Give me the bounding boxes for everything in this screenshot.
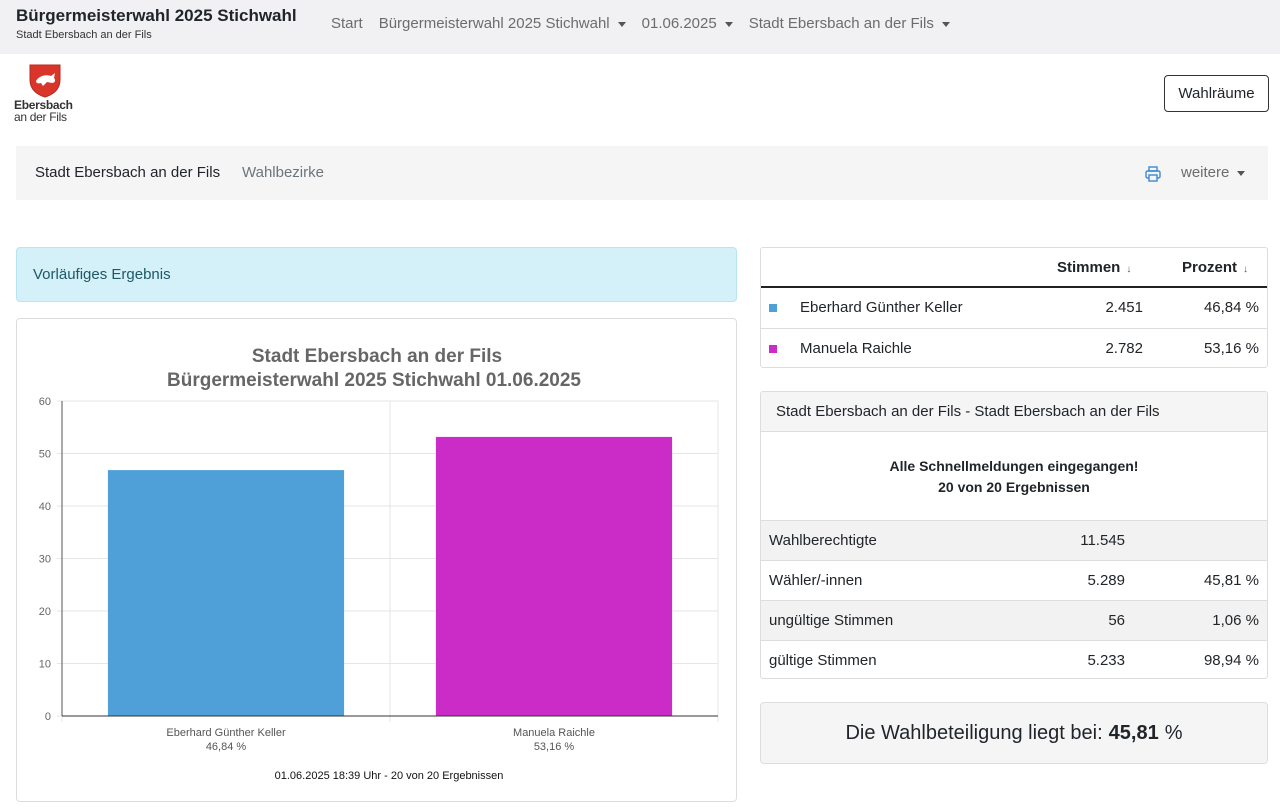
y-tick-label: 50	[39, 449, 51, 461]
subnav-city-link[interactable]: Stadt Ebersbach an der Fils	[35, 164, 221, 181]
nav-start[interactable]: Start	[331, 15, 363, 32]
summary-card: Stadt Ebersbach an der Fils - Stadt Eber…	[760, 391, 1268, 679]
summary-card-title: Stadt Ebersbach an der Fils - Stadt Eber…	[761, 392, 1267, 432]
bar	[107, 470, 345, 716]
y-tick-label: 60	[39, 396, 51, 408]
logo-line-2: an der Fils	[14, 110, 67, 124]
color-swatch-icon	[769, 304, 777, 312]
data-label: 53,16 %	[534, 741, 575, 753]
chart-title-line-1: Stadt Ebersbach an der Fils	[252, 346, 502, 367]
logo-line-1: Ebersbach	[14, 98, 73, 112]
nav-area-dropdown[interactable]: Stadt Ebersbach an der Fils	[749, 15, 950, 32]
chevron-down-icon	[724, 22, 733, 27]
results-table-header: Stimmen ↓ Prozent ↓	[761, 248, 1267, 288]
table-row: Eberhard Günther Keller 2.451 46,84 %	[761, 288, 1267, 328]
y-tick-label: 10	[39, 659, 51, 671]
coat-of-arms-icon	[29, 64, 61, 98]
data-label: 46,84 %	[206, 741, 247, 753]
bar	[435, 436, 673, 716]
candidate-name: Eberhard Günther Keller	[800, 299, 963, 316]
results-table: Stimmen ↓ Prozent ↓ Eberhard Günther Kelle…	[760, 247, 1268, 368]
more-dropdown[interactable]: weitere	[1181, 164, 1246, 181]
chevron-down-icon	[1237, 171, 1246, 176]
column-header-percent[interactable]: Prozent ↓	[1182, 259, 1249, 276]
y-tick-label: 40	[39, 501, 51, 513]
polling-rooms-button[interactable]: Wahlräume	[1164, 75, 1269, 112]
table-row: ungültige Stimmen 56 1,06 %	[761, 600, 1267, 640]
subnav-districts-link[interactable]: Wahlbezirke	[242, 164, 324, 181]
table-row: Manuela Raichle 2.782 53,16 %	[761, 328, 1267, 368]
chevron-down-icon	[941, 22, 950, 27]
results-bar-chart: Stadt Ebersbach an der Fils Bürgermeiste…	[39, 346, 719, 782]
chart-card: Stadt Ebersbach an der Fils Bürgermeiste…	[16, 318, 737, 802]
reports-status-message: Alle Schnellmeldungen eingegangen! 20 vo…	[889, 458, 1139, 495]
app-subtitle: Stadt Ebersbach an der Fils	[16, 29, 152, 41]
candidate-percent: 46,84 %	[1203, 299, 1259, 316]
printer-icon[interactable]	[1144, 165, 1162, 183]
color-swatch-icon	[769, 345, 777, 353]
table-row: Wahlberechtigte 11.545	[761, 520, 1267, 560]
chart-footer: 01.06.2025 18:39 Uhr - 20 von 20 Ergebni…	[275, 770, 504, 782]
sort-arrow-icon: ↓	[1126, 264, 1132, 275]
sort-arrow-icon: ↓	[1243, 264, 1249, 275]
sub-navbar: Stadt Ebersbach an der Fils Wahlbezirke …	[16, 146, 1268, 200]
table-row: Wähler/-innen 5.289 45,81 %	[761, 560, 1267, 600]
column-header-votes[interactable]: Stimmen ↓	[1057, 259, 1132, 276]
turnout-value: 45,81	[1108, 721, 1159, 744]
chart-title-line-2: Bürgermeisterwahl 2025 Stichwahl 01.06.2…	[167, 370, 581, 391]
app-title[interactable]: Bürgermeisterwahl 2025 Stichwahl	[16, 6, 297, 25]
preliminary-result-alert: Vorläufiges Ergebnis	[16, 247, 737, 302]
y-tick-label: 30	[39, 554, 51, 566]
nav-date-dropdown[interactable]: 01.06.2025	[642, 15, 733, 32]
table-row: gültige Stimmen 5.233 98,94 %	[761, 640, 1267, 678]
candidate-percent: 53,16 %	[1203, 340, 1259, 357]
y-tick-label: 20	[39, 606, 51, 618]
nav-election-dropdown[interactable]: Bürgermeisterwahl 2025 Stichwahl	[379, 15, 626, 32]
city-logo[interactable]: Ebersbach an der Fils	[14, 64, 78, 126]
candidate-votes: 2.451	[1105, 299, 1143, 316]
x-tick-label: Eberhard Günther Keller	[166, 727, 286, 739]
candidate-votes: 2.782	[1105, 340, 1143, 357]
turnout-banner: Die Wahlbeteiligung liegt bei: 45,81 %	[760, 702, 1268, 764]
candidate-name: Manuela Raichle	[800, 340, 912, 357]
chevron-down-icon	[617, 22, 626, 27]
y-tick-label: 0	[45, 711, 51, 723]
top-navbar: Bürgermeisterwahl 2025 Stichwahl Stadt E…	[0, 0, 1280, 54]
x-tick-label: Manuela Raichle	[513, 727, 595, 739]
main-nav: Start Bürgermeisterwahl 2025 Stichwahl 0…	[331, 15, 966, 32]
